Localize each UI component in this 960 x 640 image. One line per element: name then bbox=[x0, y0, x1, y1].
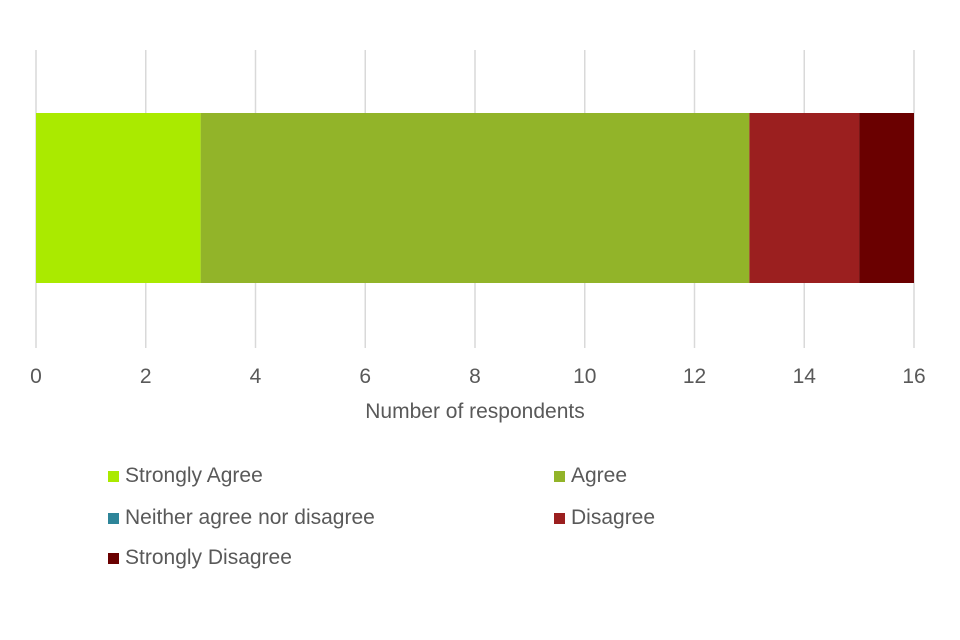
bar-segments bbox=[36, 113, 914, 283]
x-tick-label: 8 bbox=[469, 365, 481, 388]
x-tick-label: 2 bbox=[140, 365, 152, 388]
bar-segment-strongly-disagree bbox=[859, 113, 914, 283]
x-tick-label: 14 bbox=[793, 365, 817, 388]
bar-segment-agree bbox=[200, 113, 750, 283]
x-tick-label: 4 bbox=[250, 365, 262, 388]
x-tick-label: 0 bbox=[30, 365, 42, 388]
x-tick-labels: 0 2 4 6 8 10 12 14 16 bbox=[30, 365, 926, 388]
x-axis-title: Number of respondents bbox=[365, 400, 584, 423]
bar-segment-disagree bbox=[749, 113, 860, 283]
x-tick-label: 6 bbox=[359, 365, 371, 388]
x-tick-label: 10 bbox=[573, 365, 596, 388]
bar-segment-strongly-agree bbox=[36, 113, 201, 283]
x-tick-label: 16 bbox=[902, 365, 925, 388]
x-tick-label: 12 bbox=[683, 365, 706, 388]
